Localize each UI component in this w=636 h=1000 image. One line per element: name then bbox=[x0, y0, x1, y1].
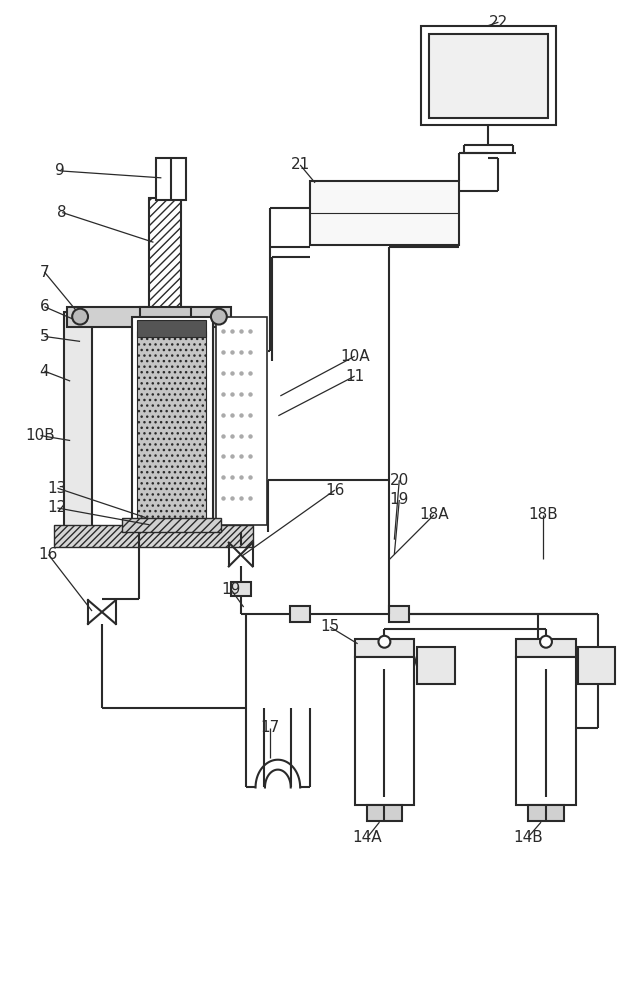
Bar bbox=[577, 647, 616, 684]
Text: 14B: 14B bbox=[513, 830, 543, 845]
Bar bbox=[355, 639, 414, 657]
Circle shape bbox=[211, 309, 227, 325]
Text: 12: 12 bbox=[48, 500, 67, 515]
Text: 10B: 10B bbox=[25, 428, 55, 443]
Bar bbox=[216, 317, 268, 525]
Bar bbox=[199, 312, 227, 535]
Bar bbox=[429, 34, 548, 118]
Bar bbox=[137, 320, 206, 337]
Text: 5: 5 bbox=[39, 329, 49, 344]
Bar bbox=[421, 26, 556, 125]
Text: 19: 19 bbox=[221, 582, 240, 597]
Text: 22: 22 bbox=[489, 15, 508, 30]
Bar bbox=[516, 657, 576, 805]
Bar bbox=[137, 331, 206, 525]
Text: 18A: 18A bbox=[419, 507, 449, 522]
Text: 8: 8 bbox=[57, 205, 67, 220]
Bar bbox=[310, 181, 459, 245]
Bar bbox=[528, 805, 564, 821]
Bar bbox=[132, 317, 213, 525]
Bar bbox=[355, 657, 414, 805]
Bar bbox=[516, 639, 576, 657]
Bar bbox=[366, 805, 402, 821]
Bar bbox=[290, 606, 310, 622]
Text: 21: 21 bbox=[291, 157, 310, 172]
Bar bbox=[54, 525, 252, 547]
Bar bbox=[139, 307, 191, 325]
Circle shape bbox=[72, 309, 88, 325]
Text: 11: 11 bbox=[345, 369, 364, 384]
Text: 9: 9 bbox=[55, 163, 65, 178]
Circle shape bbox=[540, 636, 552, 648]
Text: 13: 13 bbox=[48, 481, 67, 496]
Text: 15: 15 bbox=[321, 619, 340, 634]
Bar bbox=[156, 158, 186, 200]
Text: 7: 7 bbox=[39, 265, 49, 280]
Text: 18B: 18B bbox=[528, 507, 558, 522]
Text: 4: 4 bbox=[39, 364, 49, 379]
Bar bbox=[121, 518, 221, 532]
Circle shape bbox=[378, 636, 391, 648]
Bar bbox=[67, 307, 231, 327]
Text: 10A: 10A bbox=[340, 349, 370, 364]
Text: 16: 16 bbox=[39, 547, 58, 562]
Text: 17: 17 bbox=[261, 720, 280, 735]
Bar bbox=[417, 647, 455, 684]
Bar bbox=[156, 320, 174, 354]
Text: 19: 19 bbox=[390, 492, 409, 508]
Text: 20: 20 bbox=[390, 473, 409, 488]
Text: 6: 6 bbox=[39, 299, 49, 314]
Bar bbox=[64, 312, 92, 535]
Bar bbox=[149, 198, 181, 312]
Text: 16: 16 bbox=[325, 483, 345, 498]
Bar bbox=[231, 582, 251, 596]
Text: 14A: 14A bbox=[353, 830, 382, 845]
Bar bbox=[389, 606, 409, 622]
